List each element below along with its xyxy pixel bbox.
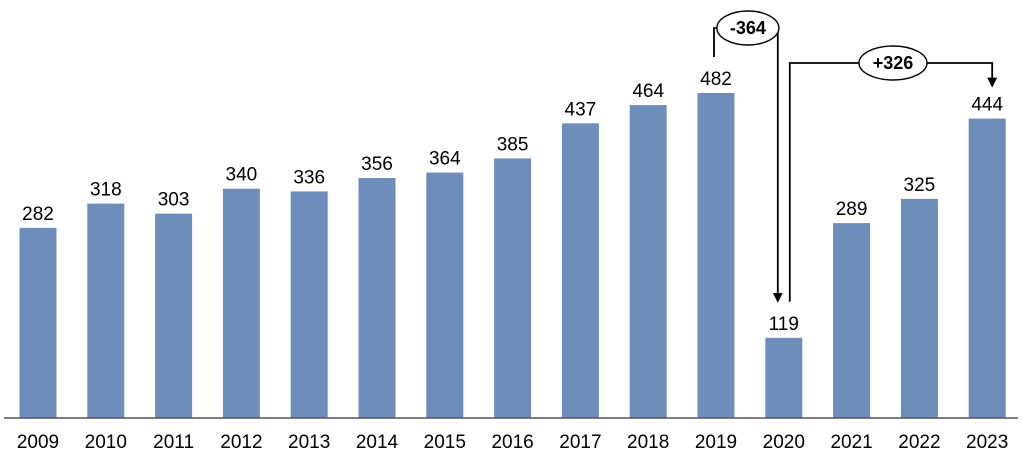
x-tick-label-2020: 2020 [763, 432, 805, 453]
x-tick-label-2011: 2011 [153, 432, 194, 453]
value-label-2013: 336 [293, 167, 325, 188]
x-tick-label-2016: 2016 [491, 432, 533, 453]
annotation-label-decline: -364 [730, 18, 766, 38]
bar-2009 [19, 227, 57, 418]
x-tick-label-2015: 2015 [424, 432, 466, 453]
bar-2012 [222, 188, 260, 418]
x-tick-label-2019: 2019 [695, 432, 737, 453]
bar-2021 [833, 223, 871, 418]
bar-2015 [426, 172, 464, 418]
bar-2011 [155, 213, 193, 418]
x-tick-label-2014: 2014 [356, 432, 399, 453]
value-label-2015: 364 [429, 149, 461, 170]
annotation-bubble-decline [716, 10, 780, 46]
value-labels-layer: 282 318 303 340 336 356 364 385 437 464 482 119 289 3… [22, 69, 1003, 335]
bar-2010 [87, 203, 125, 418]
value-label-2016: 385 [497, 134, 529, 155]
bar-2022 [900, 198, 938, 418]
value-label-2011: 303 [158, 190, 190, 211]
annotation-bubble-increase [858, 45, 928, 81]
value-label-2009: 282 [22, 204, 54, 225]
x-tick-label-2009: 2009 [17, 432, 59, 453]
bar-2018 [629, 105, 667, 418]
annotations-layer: -364 +326 [713, 10, 998, 303]
value-label-2014: 356 [361, 154, 393, 175]
value-label-2020: 119 [769, 314, 799, 335]
value-label-2021: 289 [836, 199, 868, 220]
x-tick-label-2022: 2022 [898, 432, 940, 453]
value-label-2023: 444 [971, 95, 1003, 116]
x-tick-label-2023: 2023 [966, 432, 1008, 453]
bar-2014 [358, 178, 396, 418]
bars-layer [19, 93, 1006, 419]
annotation-label-increase: +326 [873, 53, 914, 73]
annotation-arrow-increase [788, 62, 998, 302]
value-label-2018: 464 [632, 81, 664, 102]
x-tick-label-2017: 2017 [559, 432, 601, 453]
x-tick-label-2021: 2021 [830, 432, 872, 453]
bar-2020 [765, 337, 803, 418]
x-axis-ticks-layer: 2009 2010 2011 2012 2013 2014 2015 2016 2017 2018… [17, 432, 1008, 453]
x-tick-label-2010: 2010 [85, 432, 127, 453]
x-tick-label-2012: 2012 [220, 432, 262, 453]
bar-2017 [561, 123, 599, 419]
bar-2019 [697, 93, 735, 418]
bar-2023 [968, 118, 1006, 418]
value-label-2010: 318 [90, 180, 122, 201]
value-label-2022: 325 [904, 175, 936, 196]
bar-2016 [494, 158, 532, 418]
x-tick-label-2013: 2013 [288, 432, 330, 453]
x-tick-label-2018: 2018 [627, 432, 669, 453]
value-label-2012: 340 [226, 165, 258, 186]
value-label-2019: 482 [700, 69, 732, 90]
value-label-2017: 437 [565, 99, 597, 120]
bar-2013 [290, 191, 328, 418]
